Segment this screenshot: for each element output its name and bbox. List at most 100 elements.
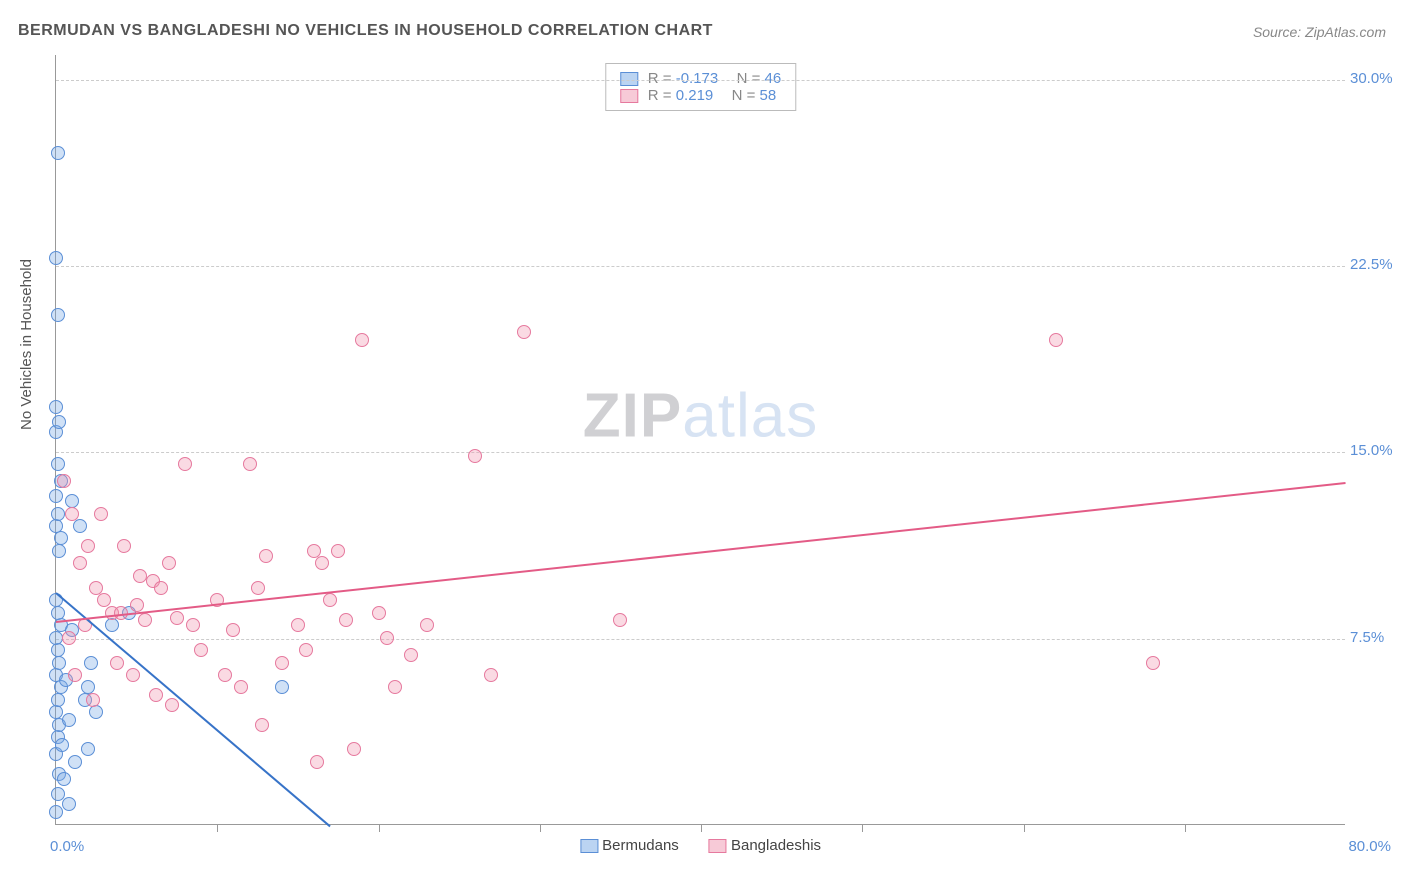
x-tick: [1185, 824, 1186, 832]
data-point-bermudans: [105, 618, 119, 632]
data-point-bangladeshis: [404, 648, 418, 662]
data-point-bermudans: [52, 544, 66, 558]
y-tick-label: 15.0%: [1350, 442, 1405, 459]
series-legend: Bermudans Bangladeshis: [580, 837, 821, 854]
data-point-bermudans: [62, 713, 76, 727]
data-point-bermudans: [54, 531, 68, 545]
x-tick: [217, 824, 218, 832]
swatch-pink-icon: [620, 89, 638, 103]
data-point-bangladeshis: [73, 556, 87, 570]
data-point-bangladeshis: [315, 556, 329, 570]
data-point-bermudans: [51, 643, 65, 657]
data-point-bangladeshis: [259, 549, 273, 563]
data-point-bangladeshis: [226, 623, 240, 637]
data-point-bermudans: [275, 680, 289, 694]
x-tick: [540, 824, 541, 832]
y-tick-label: 7.5%: [1350, 629, 1405, 646]
data-point-bangladeshis: [65, 507, 79, 521]
data-point-bangladeshis: [372, 606, 386, 620]
data-point-bermudans: [73, 519, 87, 533]
data-point-bangladeshis: [94, 507, 108, 521]
data-point-bangladeshis: [86, 693, 100, 707]
y-tick-label: 30.0%: [1350, 70, 1405, 87]
data-point-bangladeshis: [165, 698, 179, 712]
n-value-bangladeshis: 58: [760, 87, 777, 104]
data-point-bermudans: [62, 797, 76, 811]
data-point-bangladeshis: [57, 474, 71, 488]
data-point-bermudans: [51, 507, 65, 521]
x-tick: [1024, 824, 1025, 832]
data-point-bermudans: [51, 693, 65, 707]
data-point-bermudans: [51, 457, 65, 471]
r-value-bermudans: -0.173: [676, 70, 719, 87]
chart-container: BERMUDAN VS BANGLADESHI NO VEHICLES IN H…: [0, 0, 1406, 892]
x-tick: [701, 824, 702, 832]
r-value-bangladeshis: 0.219: [676, 87, 714, 104]
data-point-bermudans: [49, 805, 63, 819]
data-point-bangladeshis: [138, 613, 152, 627]
data-point-bangladeshis: [251, 581, 265, 595]
gridline: [56, 80, 1345, 81]
data-point-bermudans: [49, 251, 63, 265]
data-point-bangladeshis: [149, 688, 163, 702]
data-point-bangladeshis: [1049, 333, 1063, 347]
data-point-bangladeshis: [380, 631, 394, 645]
data-point-bangladeshis: [339, 613, 353, 627]
x-axis-max-label: 80.0%: [1348, 838, 1391, 855]
data-point-bermudans: [52, 656, 66, 670]
source-attribution: Source: ZipAtlas.com: [1253, 24, 1386, 40]
data-point-bermudans: [55, 738, 69, 752]
n-value-bermudans: 46: [765, 70, 782, 87]
data-point-bermudans: [49, 489, 63, 503]
data-point-bangladeshis: [68, 668, 82, 682]
data-point-bangladeshis: [420, 618, 434, 632]
data-point-bermudans: [49, 400, 63, 414]
data-point-bangladeshis: [299, 643, 313, 657]
gridline: [56, 266, 1345, 267]
data-point-bangladeshis: [170, 611, 184, 625]
data-point-bangladeshis: [310, 755, 324, 769]
data-point-bermudans: [57, 772, 71, 786]
y-tick-label: 22.5%: [1350, 256, 1405, 273]
data-point-bangladeshis: [355, 333, 369, 347]
swatch-blue-icon: [620, 72, 638, 86]
data-point-bermudans: [49, 705, 63, 719]
data-point-bangladeshis: [62, 631, 76, 645]
data-point-bangladeshis: [110, 656, 124, 670]
data-point-bangladeshis: [186, 618, 200, 632]
data-point-bangladeshis: [126, 668, 140, 682]
data-point-bangladeshis: [133, 569, 147, 583]
data-point-bangladeshis: [347, 742, 361, 756]
y-axis-label: No Vehicles in Household: [18, 259, 35, 430]
data-point-bangladeshis: [468, 449, 482, 463]
data-point-bangladeshis: [484, 668, 498, 682]
trend-line-bangladeshis: [56, 482, 1346, 623]
x-tick: [862, 824, 863, 832]
data-point-bermudans: [51, 606, 65, 620]
data-point-bermudans: [49, 631, 63, 645]
data-point-bermudans: [51, 146, 65, 160]
data-point-bangladeshis: [613, 613, 627, 627]
data-point-bermudans: [81, 742, 95, 756]
gridline: [56, 452, 1345, 453]
chart-title: BERMUDAN VS BANGLADESHI NO VEHICLES IN H…: [18, 22, 713, 40]
data-point-bangladeshis: [331, 544, 345, 558]
data-point-bangladeshis: [178, 457, 192, 471]
data-point-bermudans: [89, 705, 103, 719]
data-point-bangladeshis: [1146, 656, 1160, 670]
data-point-bangladeshis: [517, 325, 531, 339]
swatch-pink-icon: [709, 839, 727, 853]
data-point-bermudans: [84, 656, 98, 670]
data-point-bangladeshis: [243, 457, 257, 471]
data-point-bangladeshis: [291, 618, 305, 632]
data-point-bangladeshis: [162, 556, 176, 570]
legend-item-bangladeshis: Bangladeshis: [709, 837, 821, 854]
data-point-bermudans: [52, 415, 66, 429]
data-point-bangladeshis: [154, 581, 168, 595]
watermark: ZIPatlas: [583, 381, 818, 452]
x-tick: [379, 824, 380, 832]
correlation-legend: R = -0.173 N = 46 R = 0.219 N = 58: [605, 63, 796, 111]
legend-row-bermudans: R = -0.173 N = 46: [620, 70, 781, 87]
data-point-bangladeshis: [117, 539, 131, 553]
data-point-bermudans: [51, 308, 65, 322]
